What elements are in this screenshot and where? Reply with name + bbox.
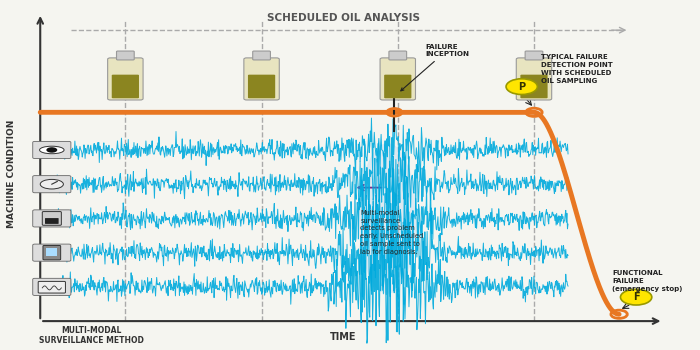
Ellipse shape <box>40 180 64 189</box>
FancyBboxPatch shape <box>517 58 552 100</box>
Circle shape <box>46 147 57 153</box>
FancyBboxPatch shape <box>46 248 57 257</box>
FancyBboxPatch shape <box>33 176 71 193</box>
FancyBboxPatch shape <box>116 51 134 60</box>
Text: MULTI-MODAL
SURVEILLANCE METHOD: MULTI-MODAL SURVEILLANCE METHOD <box>39 326 144 345</box>
FancyBboxPatch shape <box>33 210 71 227</box>
Text: TYPICAL FAILURE
DETECTION POINT
WITH SCHEDULED
OIL SAMPLING: TYPICAL FAILURE DETECTION POINT WITH SCH… <box>541 54 612 84</box>
Circle shape <box>506 79 538 94</box>
FancyBboxPatch shape <box>380 58 416 100</box>
Text: MACHINE CONDITION: MACHINE CONDITION <box>7 120 16 228</box>
Text: SCHEDULED OIL ANALYSIS: SCHEDULED OIL ANALYSIS <box>267 13 420 23</box>
FancyBboxPatch shape <box>38 281 65 293</box>
FancyBboxPatch shape <box>42 211 62 225</box>
FancyBboxPatch shape <box>244 58 279 100</box>
FancyBboxPatch shape <box>112 75 139 98</box>
FancyBboxPatch shape <box>253 51 270 60</box>
Ellipse shape <box>358 143 416 294</box>
FancyBboxPatch shape <box>389 51 407 60</box>
Text: F: F <box>633 292 639 302</box>
FancyBboxPatch shape <box>43 245 61 260</box>
FancyBboxPatch shape <box>45 218 59 224</box>
Text: TIME: TIME <box>330 331 356 342</box>
FancyBboxPatch shape <box>520 75 547 98</box>
Text: FUNCTIONAL
FAILURE
(emergency stop): FUNCTIONAL FAILURE (emergency stop) <box>612 270 682 292</box>
Text: P: P <box>518 82 525 92</box>
Circle shape <box>620 289 652 305</box>
FancyBboxPatch shape <box>384 75 412 98</box>
Text: Multi-modal
surveillance
detects problem
early. Unscheduled
oil sample sent to
l: Multi-modal surveillance detects problem… <box>360 210 424 254</box>
FancyBboxPatch shape <box>525 51 542 60</box>
FancyBboxPatch shape <box>248 75 275 98</box>
FancyBboxPatch shape <box>33 141 71 159</box>
FancyBboxPatch shape <box>108 58 143 100</box>
FancyBboxPatch shape <box>33 278 71 295</box>
Text: FAILURE
INCEPTION: FAILURE INCEPTION <box>401 44 469 91</box>
Ellipse shape <box>40 146 64 154</box>
FancyBboxPatch shape <box>33 244 71 261</box>
